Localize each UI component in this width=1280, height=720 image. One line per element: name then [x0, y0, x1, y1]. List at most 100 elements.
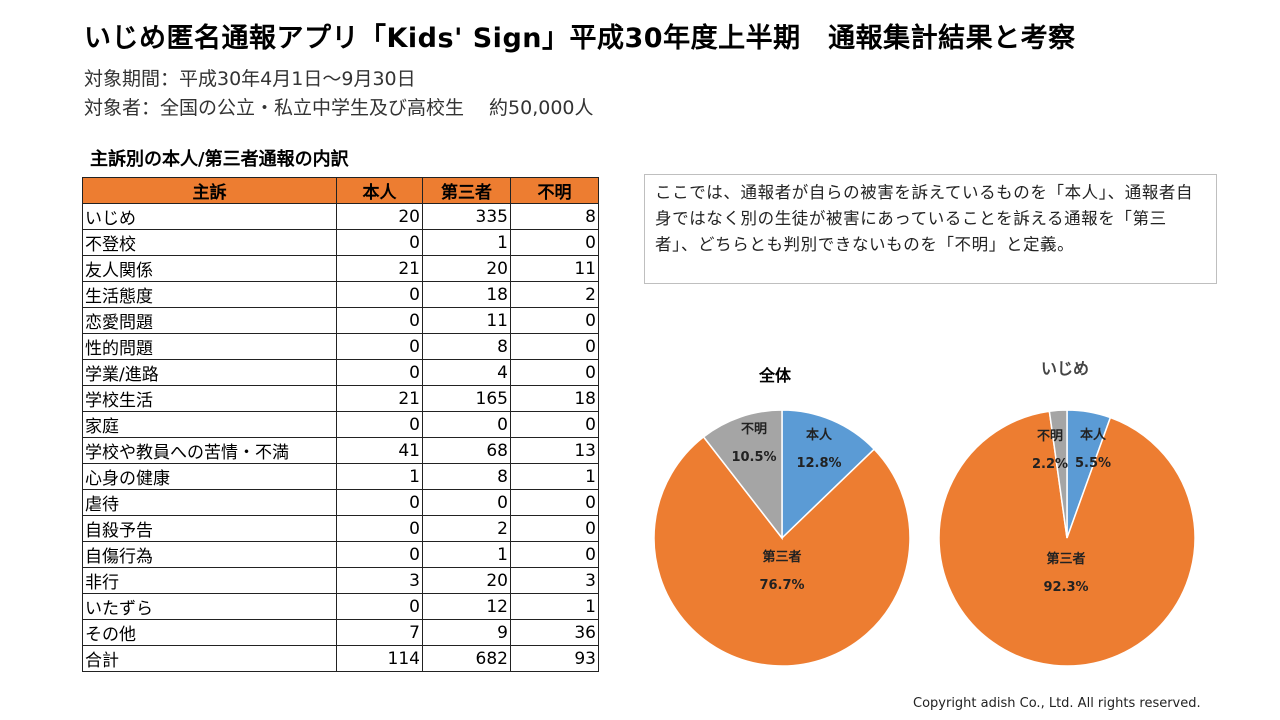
unknown-count: 3	[510, 567, 599, 594]
self-count: 0	[336, 333, 423, 360]
third-party-count: 18	[422, 281, 511, 308]
row-label: 合計	[82, 645, 337, 672]
table-row: 性的問題 0 8 0	[82, 333, 599, 360]
overall-label-0: 本人	[806, 427, 833, 443]
unknown-count: 1	[510, 593, 599, 620]
third-party-count: 12	[422, 593, 511, 620]
third-party-count: 165	[422, 385, 511, 412]
unknown-count: 0	[510, 307, 599, 334]
row-label: 生活態度	[82, 281, 337, 308]
unknown-count: 36	[510, 619, 599, 646]
table-row: 自傷行為 0 1 0	[82, 541, 599, 568]
unknown-count: 2	[510, 281, 599, 308]
third-party-count: 9	[422, 619, 511, 646]
table-row: 学校や教員への苦情・不満 41 68 13	[82, 437, 599, 464]
self-count: 0	[336, 281, 423, 308]
self-count: 0	[336, 515, 423, 542]
self-count: 114	[336, 645, 423, 672]
unknown-count: 0	[510, 333, 599, 360]
header-third-party: 第三者	[422, 177, 511, 204]
row-label: 恋愛問題	[82, 307, 337, 334]
row-label: いじめ	[82, 203, 337, 230]
bullying-label-0: 本人	[1080, 427, 1107, 443]
overall-slice-1	[653, 435, 911, 667]
third-party-count: 682	[422, 645, 511, 672]
unknown-count: 0	[510, 411, 599, 438]
unknown-count: 8	[510, 203, 599, 230]
third-party-count: 4	[422, 359, 511, 386]
third-party-count: 0	[422, 489, 511, 516]
table-row: 心身の健康 1 8 1	[82, 463, 599, 490]
overall-slice-2	[702, 409, 783, 541]
table-row: 学業/進路 0 4 0	[82, 359, 599, 386]
unknown-count: 0	[510, 489, 599, 516]
overall-pct-2: 10.5%	[731, 450, 776, 465]
pie-chart-bullying: 本人 5.5% 第三者 92.3% 不明 2.2%	[938, 409, 1196, 667]
table-row: 自殺予告 0 2 0	[82, 515, 599, 542]
row-label: 学業/進路	[82, 359, 337, 386]
self-count: 3	[336, 567, 423, 594]
table-row: いたずら 0 12 1	[82, 593, 599, 620]
table-row: 家庭 0 0 0	[82, 411, 599, 438]
table-header-row: 主訴 本人 第三者 不明	[82, 177, 599, 204]
third-party-count: 11	[422, 307, 511, 334]
unknown-count: 11	[510, 255, 599, 282]
table-row: その他 7 9 36	[82, 619, 599, 646]
third-party-count: 1	[422, 541, 511, 568]
overall-pct-1: 76.7%	[759, 578, 804, 593]
pie-title-overall: 全体	[759, 366, 792, 385]
row-label: 学校や教員への苦情・不満	[82, 437, 337, 464]
bullying-slice-2	[1048, 409, 1068, 539]
table-row: 不登校 0 1 0	[82, 229, 599, 256]
bullying-pct-2: 2.2%	[1032, 457, 1068, 472]
row-label: 性的問題	[82, 333, 337, 360]
self-count: 1	[336, 463, 423, 490]
unknown-count: 1	[510, 463, 599, 490]
third-party-count: 1	[422, 229, 511, 256]
unknown-count: 0	[510, 359, 599, 386]
self-count: 41	[336, 437, 423, 464]
row-label: 自傷行為	[82, 541, 337, 568]
self-count: 0	[336, 359, 423, 386]
self-count: 0	[336, 411, 423, 438]
unknown-count: 0	[510, 515, 599, 542]
table-title: 主訴別の本人/第三者通報の内訳	[90, 149, 349, 170]
third-party-count: 8	[422, 333, 511, 360]
self-count: 21	[336, 255, 423, 282]
self-count: 0	[336, 489, 423, 516]
unknown-count: 13	[510, 437, 599, 464]
pie-title-bullying: いじめ	[1041, 359, 1090, 378]
definition-note: ここでは、通報者が自らの被害を訴えているものを「本人」、通報者自身ではなく別の生…	[644, 174, 1217, 284]
target-period: 対象期間：平成30年4月1日～9月30日	[84, 68, 416, 90]
overall-pct-0: 12.8%	[796, 456, 841, 471]
row-label: 非行	[82, 567, 337, 594]
row-label: 自殺予告	[82, 515, 337, 542]
unknown-count: 0	[510, 229, 599, 256]
header-unknown: 不明	[510, 177, 599, 204]
pie-chart-overall: 本人 12.8% 第三者 76.7% 不明 10.5%	[653, 409, 911, 667]
unknown-count: 93	[510, 645, 599, 672]
self-count: 0	[336, 229, 423, 256]
header-self: 本人	[336, 177, 423, 204]
third-party-count: 2	[422, 515, 511, 542]
table-row: 合計 114 682 93	[82, 645, 599, 672]
third-party-count: 20	[422, 255, 511, 282]
table-row: 虐待 0 0 0	[82, 489, 599, 516]
third-party-count: 68	[422, 437, 511, 464]
table-row: 恋愛問題 0 11 0	[82, 307, 599, 334]
row-label: いたずら	[82, 593, 337, 620]
row-label: 友人関係	[82, 255, 337, 282]
row-label: 家庭	[82, 411, 337, 438]
row-label: その他	[82, 619, 337, 646]
third-party-count: 0	[422, 411, 511, 438]
target-audience: 対象者：全国の公立・私立中学生及び高校生 約50,000人	[84, 97, 594, 119]
table-row: 友人関係 21 20 11	[82, 255, 599, 282]
copyright-text: Copyright adish Co., Ltd. All rights res…	[913, 696, 1201, 711]
table-row: いじめ 20 335 8	[82, 203, 599, 230]
unknown-count: 18	[510, 385, 599, 412]
overall-label-1: 第三者	[762, 549, 801, 565]
table-row: 生活態度 0 18 2	[82, 281, 599, 308]
self-count: 0	[336, 541, 423, 568]
bullying-label-1: 第三者	[1046, 551, 1085, 567]
bullying-pct-0: 5.5%	[1075, 456, 1111, 471]
